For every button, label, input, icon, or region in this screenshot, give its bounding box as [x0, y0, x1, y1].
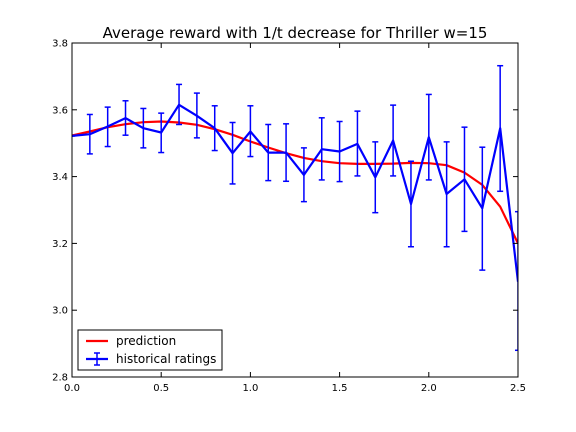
y-tick-label: 3.8: [52, 39, 68, 50]
prediction-line: [72, 120, 518, 244]
y-tick-label: 3.4: [52, 172, 68, 183]
plot-frame: [71, 42, 519, 378]
historical-ratings-line: [72, 103, 518, 282]
plot-background: [72, 43, 518, 377]
axis-ticks: 0.0 0.5 1.0 1.5 2.0 2.5 2.8 3.0 3.2 3.4 3.6 3.8: [52, 39, 526, 395]
x-tick-label: 0.5: [153, 383, 169, 394]
data-marks: [72, 64, 518, 352]
x-tick-label: 2.5: [510, 383, 526, 394]
legend-box: [77, 329, 223, 371]
x-tick-label: 2.0: [421, 383, 437, 394]
y-tick-label: 3.0: [52, 306, 68, 317]
plot-area: [71, 42, 519, 378]
y-tick-label: 3.2: [52, 239, 68, 250]
x-tick-label: 1.5: [332, 383, 348, 394]
y-tick-label: 2.8: [52, 373, 68, 384]
legend-historical-label: historical ratings: [116, 352, 216, 366]
y-tick-label: 3.6: [52, 105, 68, 116]
chart-title: Average reward with 1/t decrease for Thr…: [103, 24, 488, 42]
x-tick-label: 0.0: [64, 383, 80, 394]
x-tick-label: 1.0: [242, 383, 258, 394]
legend: prediction historical ratings: [77, 329, 223, 371]
legend-prediction-label: prediction: [116, 334, 176, 348]
